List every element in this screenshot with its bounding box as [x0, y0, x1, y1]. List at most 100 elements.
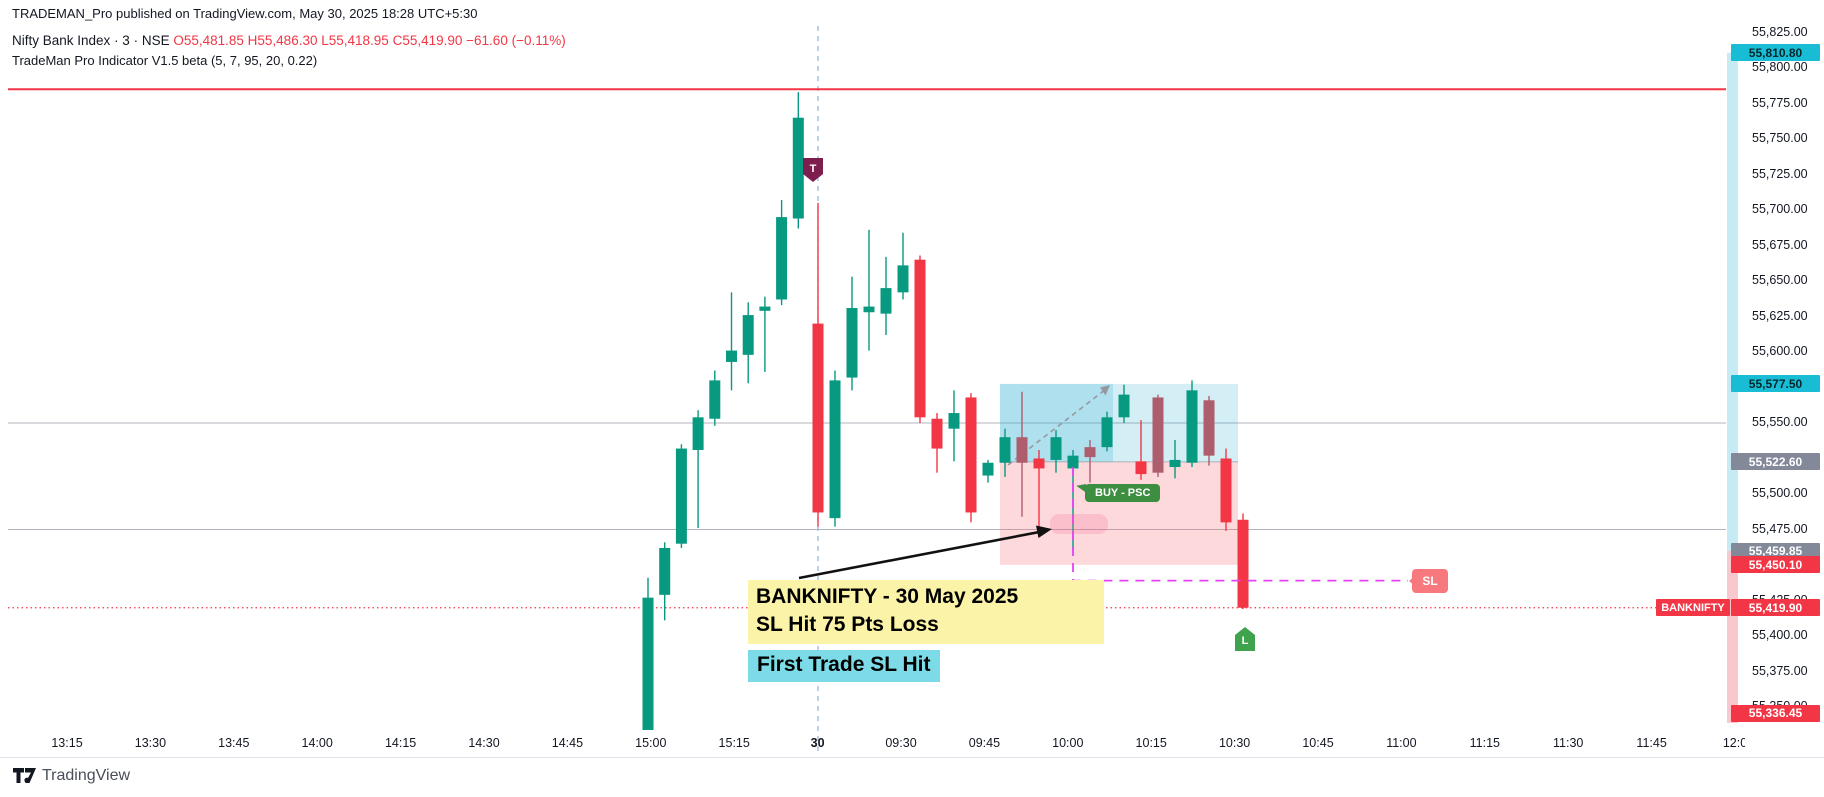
time-tick-15:15: 15:15	[718, 736, 750, 750]
time-tick-15:00: 15:00	[635, 736, 667, 750]
symbol-price-tag: BANKNIFTY	[1656, 599, 1730, 617]
right-cyan-band	[1727, 52, 1738, 552]
candles-group	[642, 92, 1249, 730]
candle-09:33	[914, 259, 926, 418]
candle-09:36	[931, 418, 943, 449]
price-tick-55,400.00: 55,400.00	[1752, 628, 1808, 642]
ohlc-close: C55,419.90	[392, 33, 463, 48]
price-tick-55,825.00: 55,825.00	[1752, 24, 1808, 39]
candle-10:18	[1169, 459, 1181, 468]
price-tag-55,522.60: 55,522.60	[1731, 453, 1820, 471]
price-tick-55,625.00: 55,625.00	[1752, 308, 1808, 323]
interval-exchange: · 3 · NSE	[114, 33, 174, 48]
candle-15:27	[792, 117, 804, 219]
time-tick-09:30: 09:30	[885, 736, 917, 750]
price-tick-55,725.00: 55,725.00	[1752, 166, 1808, 181]
long-marker-badge: L	[1234, 626, 1256, 652]
candle-10:27	[1220, 458, 1232, 523]
price-tag-55,577.50: 55,577.50	[1731, 375, 1820, 393]
candle-09:48	[999, 437, 1011, 463]
time-tick-10:15: 10:15	[1135, 736, 1167, 750]
candle-09:57	[1050, 437, 1062, 460]
time-tick-12:0: 12:0	[1722, 736, 1745, 750]
candle-10:15	[1152, 397, 1164, 473]
time-tick-13:30: 13:30	[134, 736, 167, 750]
candle-15:21	[759, 306, 771, 311]
projection-arrowhead-icon	[1100, 385, 1110, 396]
price-tick-55,475.00: 55,475.00	[1752, 521, 1808, 536]
price-tick-55,375.00: 55,375.00	[1752, 663, 1808, 678]
price-tag-55,336.45: 55,336.45	[1731, 704, 1820, 722]
candle-10:12	[1135, 461, 1147, 475]
candle-15:06	[675, 448, 687, 544]
time-tick-13:15: 13:15	[51, 736, 83, 750]
ohlc-open: O55,481.85	[173, 33, 244, 48]
candle-09:18	[829, 380, 841, 519]
price-tick-55,700.00: 55,700.00	[1752, 202, 1808, 216]
stop-zone-box	[1000, 461, 1238, 565]
annotation-arrowhead-icon	[1036, 525, 1052, 538]
candle-15:00	[642, 597, 654, 730]
annotation-line-2: SL Hit 75 Pts Loss	[756, 613, 939, 636]
time-tick-11:30: 11:30	[1553, 736, 1584, 750]
candle-09:45	[982, 462, 994, 476]
time-tick-10:00: 10:00	[1052, 736, 1084, 750]
price-tag-55,419.90: 55,419.90	[1731, 599, 1820, 617]
time-tick-10:30: 10:30	[1218, 736, 1251, 750]
time-axis[interactable]: 13:15 13:30 13:45 14:00 14:15 14:30 14:45 15:00…	[0, 732, 1745, 756]
candle-10:03	[1084, 447, 1096, 458]
time-tick-14:15: 14:15	[384, 736, 417, 750]
time-tick-13:45: 13:45	[218, 736, 250, 750]
annotation-yellow-note: BANKNIFTY - 30 May 2025 SL Hit 75 Pts Lo…	[748, 580, 1104, 644]
time-tick-10:45: 10:45	[1302, 736, 1334, 750]
time-tick-30: 30	[810, 736, 825, 750]
annotation-cyan-note: First Trade SL Hit	[748, 650, 940, 682]
candle-15:12	[709, 380, 721, 419]
price-change: −61.60 (−0.11%)	[466, 33, 566, 48]
t-marker-badge: T	[802, 157, 824, 183]
price-tick-55,500.00: 55,500.00	[1752, 486, 1808, 500]
tradingview-logo-text[interactable]: TradingView	[42, 767, 131, 784]
price-tick-55,775.00: 55,775.00	[1752, 95, 1808, 110]
annotation-arrow-line	[798, 530, 1043, 580]
candle-09:24	[863, 306, 875, 313]
time-tick-09:45: 09:45	[968, 736, 1001, 750]
candle-10:21	[1186, 390, 1198, 463]
publish-attribution: TRADEMAN_Pro published on TradingView.co…	[12, 6, 478, 21]
candle-09:39	[948, 413, 960, 429]
annotation-line-1: BANKNIFTY - 30 May 2025	[756, 585, 1019, 608]
time-tick-11:45: 11:45	[1636, 736, 1667, 750]
candle-09:21	[846, 307, 858, 378]
candle-10:30	[1237, 519, 1249, 608]
time-tick-11:00: 11:00	[1386, 736, 1417, 750]
price-tick-55,600.00: 55,600.00	[1752, 344, 1808, 358]
tradingview-logo-icon[interactable]	[13, 768, 37, 786]
candle-09:15	[812, 323, 824, 513]
right-pink-band	[1727, 551, 1738, 723]
candle-09:30	[897, 265, 909, 293]
candle-09:42	[965, 397, 977, 513]
candle-15:18	[742, 315, 754, 355]
symbol-legend[interactable]: Nifty Bank Index · 3 · NSE O55,481.85 H5…	[12, 33, 566, 48]
price-tag-55,459.85: 55,459.85	[1731, 542, 1820, 560]
candle-15:24	[776, 217, 788, 300]
candle-10:06	[1101, 417, 1113, 448]
time-tick-14:45: 14:45	[551, 736, 584, 750]
candle-09:51	[1016, 437, 1028, 463]
indicator-legend[interactable]: TradeMan Pro Indicator V1.5 beta (5, 7, …	[12, 53, 318, 68]
price-tag-55,450.10: 55,450.10	[1731, 556, 1820, 574]
candle-09:54	[1033, 458, 1045, 469]
candle-15:15	[726, 350, 737, 362]
candle-15:09	[692, 417, 704, 450]
price-tag-55,810.80: 55,810.80	[1731, 44, 1820, 62]
sl-hit-highlight	[1050, 514, 1108, 534]
candle-10:24	[1203, 400, 1215, 456]
price-tick-55,675.00: 55,675.00	[1752, 237, 1808, 252]
ohlc-low: L55,418.95	[321, 33, 389, 48]
price-tick-55,650.00: 55,650.00	[1752, 273, 1808, 287]
price-tick-55,550.00: 55,550.00	[1752, 415, 1808, 429]
footer-bar: TradingView	[0, 757, 1824, 797]
price-tick-55,800.00: 55,800.00	[1752, 60, 1808, 74]
